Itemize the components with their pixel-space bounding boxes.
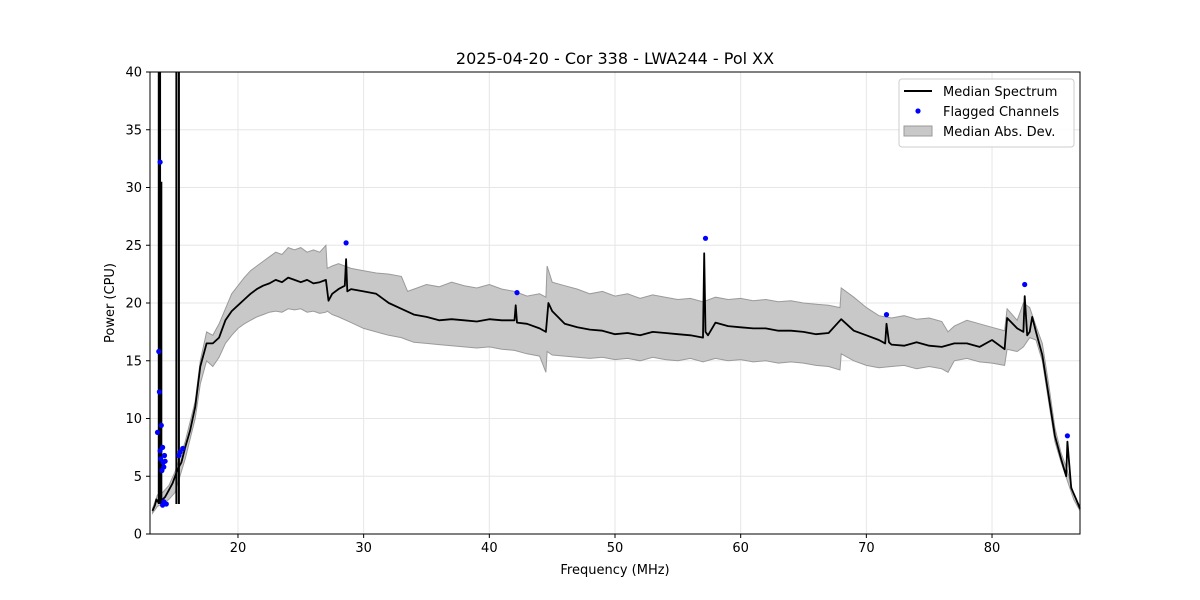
x-tick-label: 50 xyxy=(607,541,624,556)
x-axis-label: Frequency (MHz) xyxy=(560,563,669,578)
flagged-channel-point xyxy=(343,240,349,246)
y-tick-label: 20 xyxy=(125,297,142,312)
flagged-channel-point xyxy=(154,429,161,435)
x-tick-label: 70 xyxy=(858,541,875,556)
flagged-channel-point xyxy=(156,389,162,395)
y-tick-label: 10 xyxy=(125,412,142,427)
flagged-channel-point xyxy=(157,159,163,165)
y-axis: 0 5 10 15 20 25 30 35 40 xyxy=(125,66,150,543)
flagged-channel-point xyxy=(158,422,164,428)
flagged-channel-point xyxy=(162,458,168,464)
flagged-channel-point xyxy=(1064,433,1070,439)
legend-label-mad: Median Abs. Dev. xyxy=(943,125,1055,140)
flagged-channel-point xyxy=(1022,281,1028,288)
legend-label-median: Median Spectrum xyxy=(943,85,1057,100)
flagged-channel-point xyxy=(160,444,166,450)
y-tick-label: 15 xyxy=(125,354,142,369)
legend-band-swatch xyxy=(903,125,933,137)
flagged-channel-point xyxy=(180,445,186,452)
x-axis: 20 30 40 50 60 70 80 xyxy=(230,534,1001,556)
legend-dot-swatch xyxy=(915,108,921,114)
flagged-channel-point xyxy=(161,452,168,459)
legend-box xyxy=(898,78,1075,148)
y-tick-label: 5 xyxy=(134,470,142,485)
median-spectrum-line xyxy=(151,252,1081,512)
flagged-channel-point xyxy=(514,290,520,296)
y-tick-label: 25 xyxy=(125,239,142,254)
x-tick-label: 20 xyxy=(230,541,247,556)
y-tick-label: 0 xyxy=(134,528,142,543)
legend: Median Spectrum Flagged Channels Median … xyxy=(898,78,1075,148)
x-tick-label: 80 xyxy=(984,541,1001,556)
x-tick-label: 40 xyxy=(481,541,498,556)
flagged-channel-point xyxy=(163,501,169,507)
x-tick-label: 60 xyxy=(732,541,749,556)
flagged-channel-point xyxy=(156,348,162,355)
y-tick-label: 30 xyxy=(125,181,142,196)
y-axis-label: Power (CPU) xyxy=(103,263,118,343)
flagged-channels xyxy=(154,159,1070,508)
x-tick-label: 30 xyxy=(355,541,372,556)
y-tick-label: 40 xyxy=(125,66,142,81)
flagged-channel-point xyxy=(702,235,709,241)
flagged-channel-point xyxy=(161,464,167,470)
legend-label-flagged: Flagged Channels xyxy=(943,105,1059,120)
chart-title: 2025-04-20 - Cor 338 - LWA244 - Pol XX xyxy=(456,49,774,68)
y-tick-label: 35 xyxy=(125,123,142,138)
flagged-channel-point xyxy=(883,312,890,318)
